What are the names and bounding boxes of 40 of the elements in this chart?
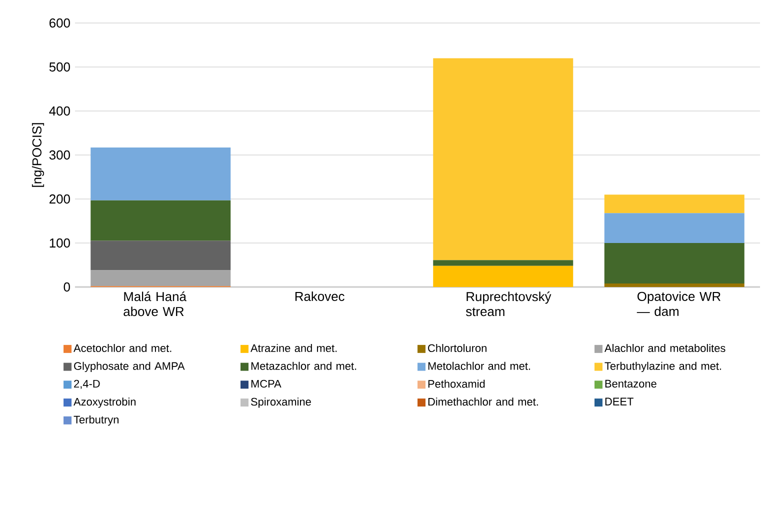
legend-label: Metazachlor and met.	[251, 362, 356, 370]
bar	[604, 194, 744, 214]
bar	[604, 283, 744, 288]
y-tick-label: 0	[64, 282, 70, 292]
legend-label: Terbutryn	[74, 415, 118, 426]
legend-label: Bentazone	[605, 380, 656, 388]
bar	[90, 270, 231, 286]
bar	[90, 200, 231, 241]
legend-label: Glyphosate and AMPA	[74, 362, 185, 372]
legend-label: Azoxystrobin	[74, 398, 136, 408]
legend-label: MCPA	[251, 380, 282, 388]
legend-label: Metolachlor and met.	[428, 362, 530, 370]
y-tick-label: 600	[50, 18, 70, 28]
legend-label: Acetochlor and met.	[74, 344, 172, 352]
x-tick-label: Malá Haná above WR	[124, 292, 186, 316]
bar	[433, 58, 574, 260]
y-tick-label: 500	[49, 62, 70, 72]
bar	[604, 213, 744, 244]
x-tick-label: Opatovice WR — dam	[636, 292, 720, 316]
bar	[90, 240, 231, 270]
legend-label: Dimethachlor and met.	[428, 398, 538, 406]
legend-label: Chlortoluron	[428, 344, 486, 352]
y-tick-label: 200	[50, 194, 70, 204]
legend-label: DEET	[605, 398, 634, 406]
y-tick-label: 400	[49, 106, 70, 116]
y-tick-label: 100	[50, 238, 70, 248]
bar	[604, 243, 744, 284]
bar	[433, 260, 574, 266]
legend-label: Atrazine and met.	[250, 344, 337, 352]
legend-label: Alachlor and metabolites	[604, 344, 726, 352]
legend-label: 2,4-D	[74, 380, 100, 389]
bar	[433, 266, 574, 288]
y-axis-title: [ng/POCIS]	[32, 123, 44, 187]
x-tick-label: Ruprechtovský stream	[466, 292, 552, 316]
legend-label: Terbuthylazine and met.	[604, 362, 722, 372]
legend-label: Pethoxamid	[428, 380, 485, 388]
y-tick-label: 300	[49, 150, 70, 160]
legend-label: Spiroxamine	[251, 398, 311, 408]
x-tick-label: Rakovec	[295, 292, 344, 302]
bar	[90, 148, 231, 200]
